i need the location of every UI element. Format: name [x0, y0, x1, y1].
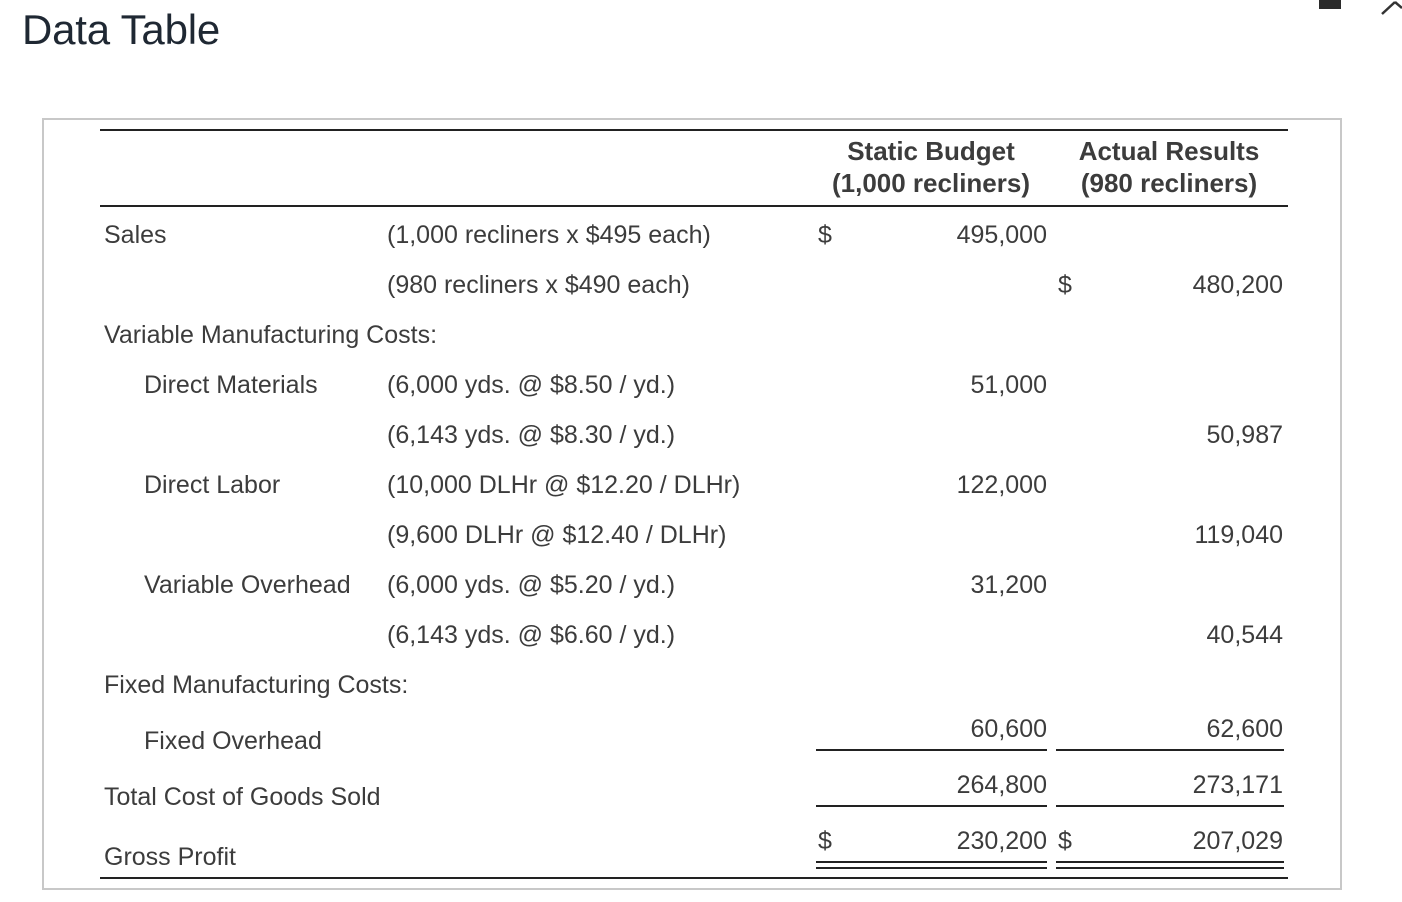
currency-gp-actual: $ — [1058, 827, 1072, 855]
value-fo-static: 60,600 — [970, 715, 1047, 743]
row-desc-dl-actual: (9,600 DLHr @ $12.40 / DLHr) — [387, 521, 727, 549]
row-label-fixed-overhead: Fixed Overhead — [144, 727, 322, 755]
value-tcogs-static: 264,800 — [956, 771, 1047, 799]
table-frame — [42, 118, 1342, 890]
table-top-rule — [100, 129, 1288, 131]
value-sales-static: 495,000 — [956, 221, 1047, 249]
header-actual-results: Actual Results (980 recliners) — [1056, 135, 1282, 199]
header-bottom-rule — [100, 205, 1288, 207]
value-dm-static: 51,000 — [970, 371, 1047, 399]
row-desc-vo-actual: (6,143 yds. @ $6.60 / yd.) — [387, 621, 676, 649]
currency-sales-static: $ — [818, 221, 832, 249]
window-title: Data Table — [22, 6, 221, 53]
row-label-sales: Sales — [104, 221, 167, 249]
value-fo-actual: 62,600 — [1206, 715, 1283, 743]
value-gp-actual: 207,029 — [1192, 827, 1283, 855]
row-desc-vo-static: (6,000 yds. @ $5.20 / yd.) — [387, 571, 676, 599]
value-dl-actual: 119,040 — [1194, 521, 1283, 549]
value-dl-static: 122,000 — [956, 471, 1047, 499]
currency-sales-actual: $ — [1058, 271, 1072, 299]
value-tcogs-actual: 273,171 — [1192, 771, 1283, 799]
underline-fo-static — [816, 749, 1047, 751]
row-desc-sales-actual: (980 recliners x $490 each) — [387, 271, 690, 299]
header-actual-results-subtitle: (980 recliners) — [1080, 168, 1258, 198]
table-bottom-rule — [100, 877, 1288, 879]
minimize-icon[interactable] — [1319, 0, 1341, 9]
double-underline-gp-actual — [1056, 861, 1284, 869]
row-desc-dl-static: (10,000 DLHr @ $12.20 / DLHr) — [387, 471, 741, 499]
value-gp-static: 230,200 — [956, 827, 1047, 855]
value-vo-static: 31,200 — [970, 571, 1047, 599]
header-static-budget: Static Budget (1,000 recliners) — [815, 135, 1047, 199]
value-sales-actual: 480,200 — [1192, 271, 1283, 299]
section-label-fixed-manufacturing-costs: Fixed Manufacturing Costs: — [104, 671, 409, 699]
underline-fo-actual — [1056, 749, 1284, 751]
section-label-variable-manufacturing-costs: Variable Manufacturing Costs: — [104, 321, 438, 349]
row-label-direct-materials: Direct Materials — [144, 371, 318, 399]
double-underline-gp-static — [816, 861, 1047, 869]
row-label-total-cost-of-goods-sold: Total Cost of Goods Sold — [104, 783, 381, 811]
value-dm-actual: 50,987 — [1206, 421, 1283, 449]
header-static-budget-title: Static Budget — [847, 136, 1015, 166]
underline-tcogs-actual — [1056, 805, 1284, 807]
currency-gp-static: $ — [818, 827, 832, 855]
value-vo-actual: 40,544 — [1206, 621, 1283, 649]
row-label-direct-labor: Direct Labor — [144, 471, 281, 499]
underline-tcogs-static — [816, 805, 1047, 807]
row-label-gross-profit: Gross Profit — [104, 843, 236, 871]
header-static-budget-subtitle: (1,000 recliners) — [831, 168, 1030, 198]
header-actual-results-title: Actual Results — [1078, 136, 1260, 166]
row-desc-sales-static: (1,000 recliners x $495 each) — [387, 221, 711, 249]
close-icon[interactable] — [1378, 0, 1402, 16]
row-label-variable-overhead: Variable Overhead — [144, 571, 351, 599]
row-desc-dm-actual: (6,143 yds. @ $8.30 / yd.) — [387, 421, 676, 449]
row-desc-dm-static: (6,000 yds. @ $8.50 / yd.) — [387, 371, 676, 399]
